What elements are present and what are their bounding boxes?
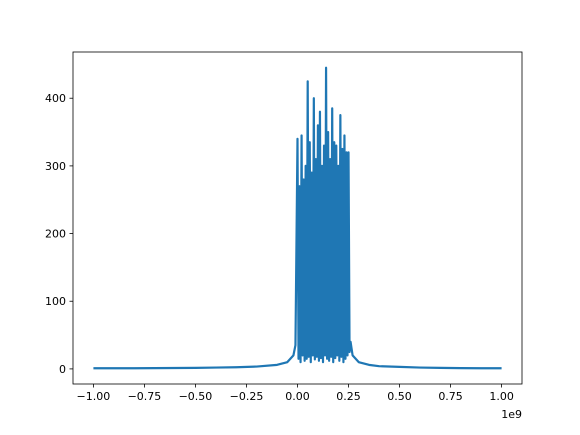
x-tick-label: 0.25 (336, 390, 361, 403)
x-tick-label: 1.00 (489, 390, 514, 403)
x-tick-label: −0.75 (128, 390, 162, 403)
x-tick-label: −1.00 (77, 390, 111, 403)
line (93, 66, 502, 370)
y-tick-label: 400 (45, 92, 66, 105)
x-tick-label: −0.25 (230, 390, 264, 403)
y-tick-label: 100 (45, 295, 66, 308)
y-tick-label: 300 (45, 160, 66, 173)
x-tick-label: 0.00 (285, 390, 310, 403)
x-tick-label: −0.50 (179, 390, 213, 403)
y-tick-label: 0 (59, 363, 66, 376)
x-tick-label: 0.75 (438, 390, 463, 403)
x-offset-label: 1e9 (501, 408, 522, 421)
y-tick-label: 200 (45, 228, 66, 241)
x-tick-label: 0.50 (387, 390, 412, 403)
